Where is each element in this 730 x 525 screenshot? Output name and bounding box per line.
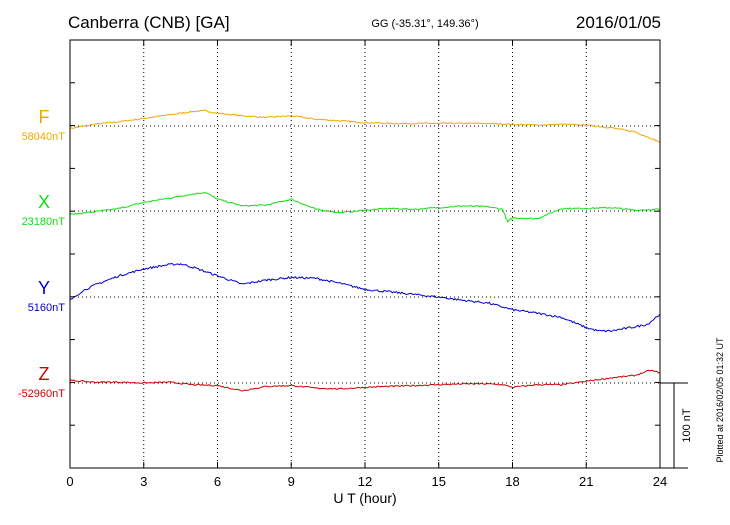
series-line-z: [69, 369, 661, 392]
series-line-f: [69, 109, 661, 143]
x-tick-label: 9: [288, 474, 295, 489]
x-tick-label: 3: [140, 474, 147, 489]
component-label-y: Y: [38, 278, 50, 298]
scale-bar-label: 100 nT: [681, 408, 693, 443]
component-label-z: Z: [39, 364, 50, 384]
x-tick-label: 24: [653, 474, 667, 489]
x-tick-label: 21: [579, 474, 593, 489]
x-tick-label: 12: [358, 474, 372, 489]
baseline-value-y: 5160nT: [28, 302, 66, 314]
baseline-value-x: 23180nT: [22, 216, 66, 228]
baseline-value-f: 58040nT: [22, 131, 66, 143]
component-label-f: F: [39, 107, 50, 127]
x-tick-label: 15: [432, 474, 446, 489]
series-line-x: [69, 192, 661, 223]
baseline-value-z: -52960nT: [18, 388, 65, 400]
x-tick-label: 18: [505, 474, 519, 489]
x-tick-label: 6: [214, 474, 221, 489]
station-title: Canberra (CNB) [GA]: [68, 13, 230, 32]
series-line-y: [69, 263, 661, 333]
plotted-timestamp: Plotted at 2016/02/05 01:32 UT: [715, 337, 725, 463]
x-tick-label: 0: [66, 474, 73, 489]
coordinates-label: GG (-35.31°, 149.36°): [371, 18, 478, 30]
date-label: 2016/01/05: [576, 13, 661, 32]
x-axis-label: U T (hour): [333, 490, 396, 506]
component-label-x: X: [38, 192, 50, 212]
